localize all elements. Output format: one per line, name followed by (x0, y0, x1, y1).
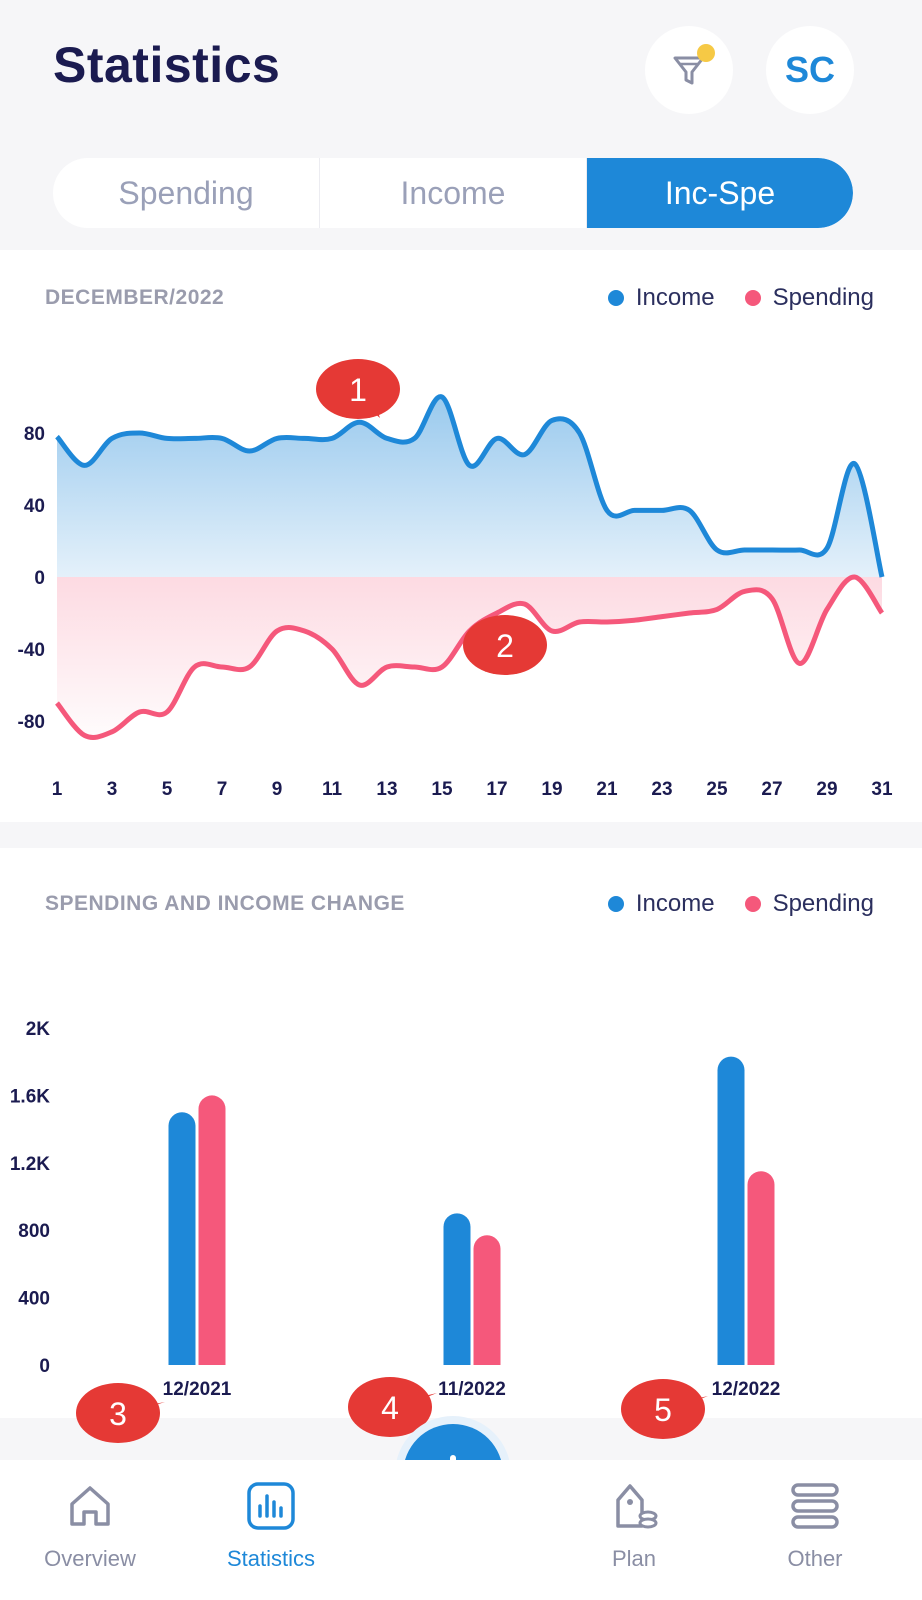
x-tick-label: 23 (651, 779, 672, 800)
y-tick-label: 80 (24, 424, 45, 445)
x-tick-label: 25 (706, 779, 728, 800)
x-tick-label: 15 (431, 779, 453, 800)
tab-spending[interactable]: Spending (53, 158, 320, 228)
legend-label-income: Income (635, 890, 715, 917)
legend-spending: Spending (744, 890, 874, 918)
spending-bar (473, 1235, 501, 1365)
nav-label: Other (787, 1546, 843, 1571)
legend-dot-spending (744, 896, 761, 912)
monthly-chart-card: DECEMBER/2022 Income Spending 80 40 0 -40 -8… (0, 250, 922, 822)
y-tick-label: 2K (26, 1019, 51, 1040)
x-tick-label: 11 (322, 779, 343, 800)
nav-other[interactable]: Other (745, 1460, 885, 1600)
y-tick-label: 0 (34, 568, 45, 589)
y-tick-label: 400 (18, 1289, 50, 1310)
legend-label-spending: Spending (772, 890, 874, 917)
page-title: Statistics (53, 37, 281, 93)
spending-area (57, 576, 882, 738)
legend: Income Spending (578, 890, 874, 918)
x-tick-label: 29 (816, 779, 837, 800)
spending-bar (747, 1171, 775, 1365)
y-tick-label: 1.6K (10, 1086, 50, 1107)
category-label: 11/2022 (438, 1379, 506, 1400)
segmented-control: Spending Income Inc-Spe (53, 158, 853, 228)
tab-income[interactable]: Income (320, 158, 587, 228)
legend: Income Spending (578, 284, 874, 312)
nav-label: Plan (611, 1546, 657, 1571)
plan-icon (616, 1484, 658, 1529)
income-area (57, 396, 882, 577)
chart-title: SPENDING AND INCOME CHANGE (45, 892, 405, 915)
spending-bar (198, 1095, 226, 1365)
legend-dot-income (607, 896, 624, 912)
y-tick-label: -80 (18, 712, 45, 733)
change-chart-card: SPENDING AND INCOME CHANGE Income Spendi… (0, 848, 922, 1418)
category-label: 12/2021 (163, 1379, 232, 1400)
legend-income: Income (607, 890, 715, 918)
legend-label-income: Income (635, 284, 715, 311)
y-tick-label: 40 (24, 496, 45, 517)
bottom-nav: Overview Statistics Plan (0, 1460, 922, 1600)
spending-income-bar-chart: 2K 1.6K 1.2K 800 400 0 12/2021 11/2022 12/2022 (10, 1019, 781, 1400)
menu-icon (791, 1483, 839, 1529)
income-line (55, 394, 885, 578)
y-tick-label: 800 (18, 1221, 50, 1242)
home-icon (70, 1486, 110, 1526)
y-tick-label: 0 (39, 1356, 50, 1377)
category-label: 12/2022 (712, 1379, 781, 1400)
x-tick-label: 1 (52, 779, 63, 800)
chart-title: DECEMBER/2022 (45, 286, 225, 309)
nav-statistics[interactable]: Statistics (201, 1460, 341, 1600)
y-tick-label: 1.2K (10, 1154, 50, 1175)
x-tick-label: 9 (272, 779, 283, 800)
legend-spending: Spending (744, 284, 874, 312)
legend-income: Income (607, 284, 715, 312)
header: Statistics SC Spending Income Inc-Spe (0, 0, 922, 250)
x-tick-label: 17 (486, 779, 507, 800)
x-tick-label: 31 (871, 779, 893, 800)
x-tick-label: 3 (107, 779, 118, 800)
x-tick-label: 27 (761, 779, 782, 800)
x-tick-label: 7 (217, 779, 228, 800)
tab-inc-spe[interactable]: Inc-Spe (587, 158, 853, 228)
income-bar (717, 1056, 745, 1365)
x-tick-label: 21 (596, 779, 618, 800)
nav-label: Statistics (226, 1546, 316, 1571)
bar-chart-icon (247, 1482, 295, 1530)
legend-dot-income (607, 290, 624, 306)
y-tick-label: -40 (18, 640, 45, 661)
legend-dot-spending (744, 290, 761, 306)
x-tick-label: 19 (541, 779, 562, 800)
avatar[interactable]: SC (766, 26, 854, 114)
notification-dot (697, 44, 715, 62)
x-tick-label: 13 (376, 779, 397, 800)
nav-overview[interactable]: Overview (20, 1460, 160, 1600)
nav-label: Overview (44, 1546, 136, 1571)
filter-button[interactable] (645, 26, 733, 114)
x-tick-label: 5 (162, 779, 173, 800)
nav-plan[interactable]: Plan (564, 1460, 704, 1600)
income-bar (443, 1213, 471, 1365)
income-bar (168, 1112, 196, 1365)
legend-label-spending: Spending (772, 284, 874, 311)
